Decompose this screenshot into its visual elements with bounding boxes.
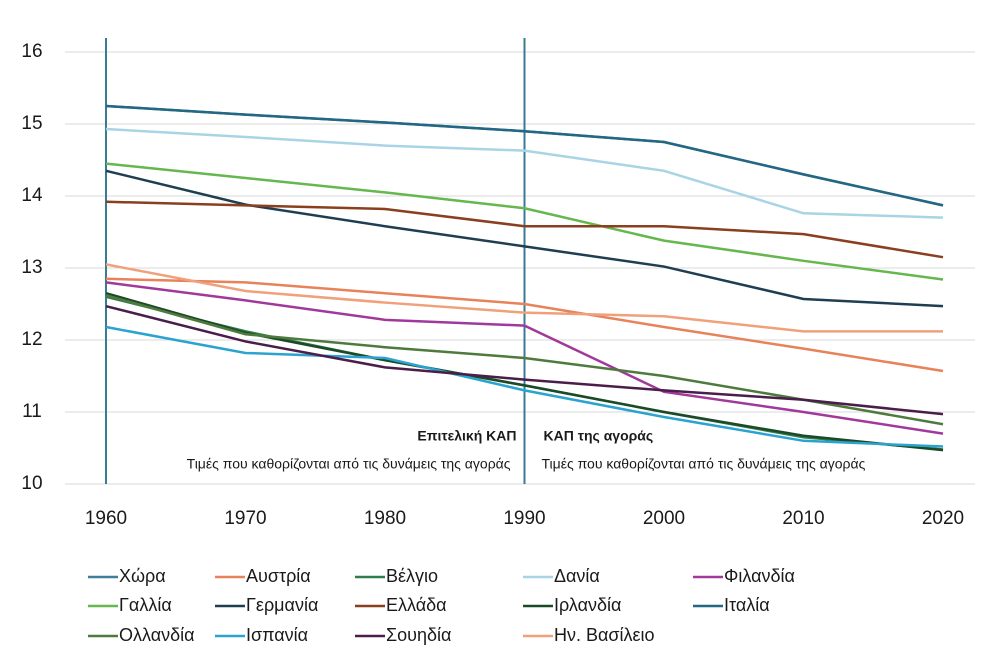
- legend-text: Αυστρία: [246, 566, 311, 586]
- series-line: [105, 104, 944, 207]
- legend-text: Ην. Βασίλειο: [554, 625, 655, 645]
- x-tick-label: 1970: [224, 508, 266, 529]
- legend-text: Ιρλανδία: [554, 595, 621, 615]
- x-tick-label: 1990: [503, 508, 545, 529]
- series-line: [105, 200, 944, 259]
- series-line: [105, 277, 944, 373]
- legend-text: Ελλάδα: [386, 595, 447, 615]
- y-tick-label: 12: [21, 329, 42, 350]
- series-line: [105, 127, 944, 219]
- series-line: [105, 325, 944, 448]
- legend-text: Γαλλία: [119, 595, 172, 615]
- annotation-title: ΚΑΠ της αγοράς: [544, 428, 654, 444]
- x-tick-label: 2000: [643, 508, 685, 529]
- legend-text: Ολλανδία: [119, 625, 195, 645]
- annotation-text: Τιμές που καθορίζονται από τις δυνάμεις …: [187, 456, 511, 472]
- legend-text: Χώρα: [119, 566, 166, 586]
- x-tick-label: 2010: [782, 508, 824, 529]
- y-tick-label: 16: [21, 41, 42, 62]
- legend-text: Δανία: [554, 566, 600, 586]
- x-tick-label: 2020: [922, 508, 964, 529]
- series-line: [105, 304, 944, 416]
- legend-text: Σουηδία: [386, 625, 451, 645]
- annotation-title: Επιτελική ΚΑΠ: [417, 428, 516, 444]
- x-tick-label: 1980: [364, 508, 406, 529]
- y-tick-label: 15: [21, 113, 42, 134]
- annotation-text: Τιμές που καθορίζονται από τις δυνάμεις …: [542, 456, 866, 472]
- legend-text: Ισπανία: [246, 625, 308, 645]
- series-line: [105, 263, 943, 333]
- x-tick-label: 1960: [85, 508, 127, 529]
- legend-text: Ιταλία: [724, 595, 770, 615]
- y-tick-label: 11: [22, 401, 42, 422]
- y-tick-label: 10: [21, 473, 42, 494]
- legend-text: Βέλγιο: [386, 566, 438, 586]
- series-line: [105, 291, 944, 452]
- series-line: [105, 281, 944, 435]
- legend-text: Φιλανδία: [724, 566, 795, 586]
- y-tick-label: 14: [21, 185, 43, 206]
- series-line: [105, 162, 944, 281]
- y-tick-label: 13: [21, 257, 42, 278]
- legend-text: Γερμανία: [246, 595, 318, 615]
